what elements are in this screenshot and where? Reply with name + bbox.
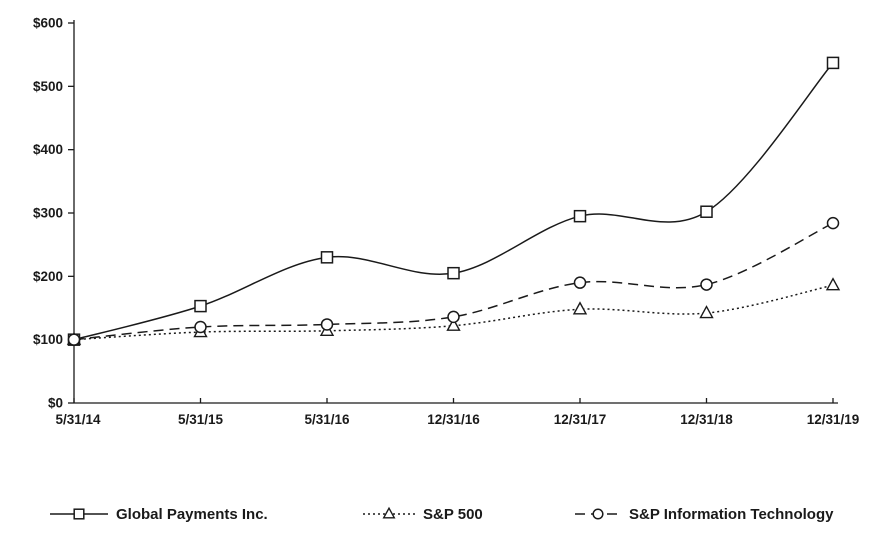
data-point-circle-s-p-information-technology [826,216,840,230]
legend-item-sp500: S&P 500 [363,499,483,529]
legend-label-sp-info-tech: S&P Information Technology [629,505,834,523]
data-point-square-global-payments-inc [826,56,840,70]
legend-marker-square-icon [73,508,85,520]
series-line-global-payments-inc [73,62,834,341]
x-tick-label: 5/31/15 [178,412,224,427]
data-point-triangle-s-p-500 [825,277,841,291]
y-tick-label: $100 [33,332,63,347]
y-tick-label: $400 [33,142,63,157]
legend-marker-circle-icon [592,508,604,520]
x-tick-label: 12/31/19 [807,412,860,427]
data-point-square-global-payments-inc [700,205,713,218]
legend-marker-triangle-icon [382,506,396,519]
chart-legend: Global Payments Inc. S&P 500 S&P Informa… [0,499,891,529]
legend-label-sp500: S&P 500 [423,505,483,523]
data-point-circle-s-p-information-technology [67,333,81,346]
x-tick-label: 12/31/18 [680,412,733,427]
data-point-circle-s-p-information-technology [573,276,587,289]
total-return-line-chart: $0 $100 $200 $300 $400 $500 $600 5/31/14 5/31/15… [33,16,860,428]
legend-label-global-payments: Global Payments Inc. [116,505,268,523]
data-point-triangle-s-p-500 [446,317,461,331]
data-point-triangle-s-p-500 [699,305,714,319]
y-tick-label: $300 [33,206,63,221]
legend-item-global-payments: Global Payments Inc. [50,499,268,529]
data-point-circle-s-p-information-technology [700,278,713,291]
x-tick-label: 12/31/17 [554,412,607,427]
y-tick-label: $0 [48,396,63,411]
legend-sample-solid-square-icon [50,508,108,520]
data-point-square-global-payments-inc [320,251,334,264]
y-tick-label: $600 [33,16,63,31]
data-point-square-global-payments-inc [447,266,460,280]
y-tick-label: $500 [33,79,63,94]
data-point-triangle-s-p-500 [572,301,588,315]
data-point-square-global-payments-inc [194,299,207,313]
y-tick-label: $200 [33,269,63,284]
x-tick-label: 5/31/14 [55,412,101,427]
data-point-circle-s-p-information-technology [194,320,207,334]
x-tick-label: 12/31/16 [427,412,480,427]
data-point-square-global-payments-inc [573,209,587,223]
legend-item-sp-info-tech: S&P Information Technology [575,499,833,529]
data-point-circle-s-p-information-technology [447,310,460,324]
data-point-circle-s-p-information-technology [320,318,334,331]
legend-sample-dashed-circle-icon [575,508,621,520]
legend-sample-dotted-triangle-icon [363,506,415,519]
x-tick-label: 5/31/16 [304,412,350,427]
